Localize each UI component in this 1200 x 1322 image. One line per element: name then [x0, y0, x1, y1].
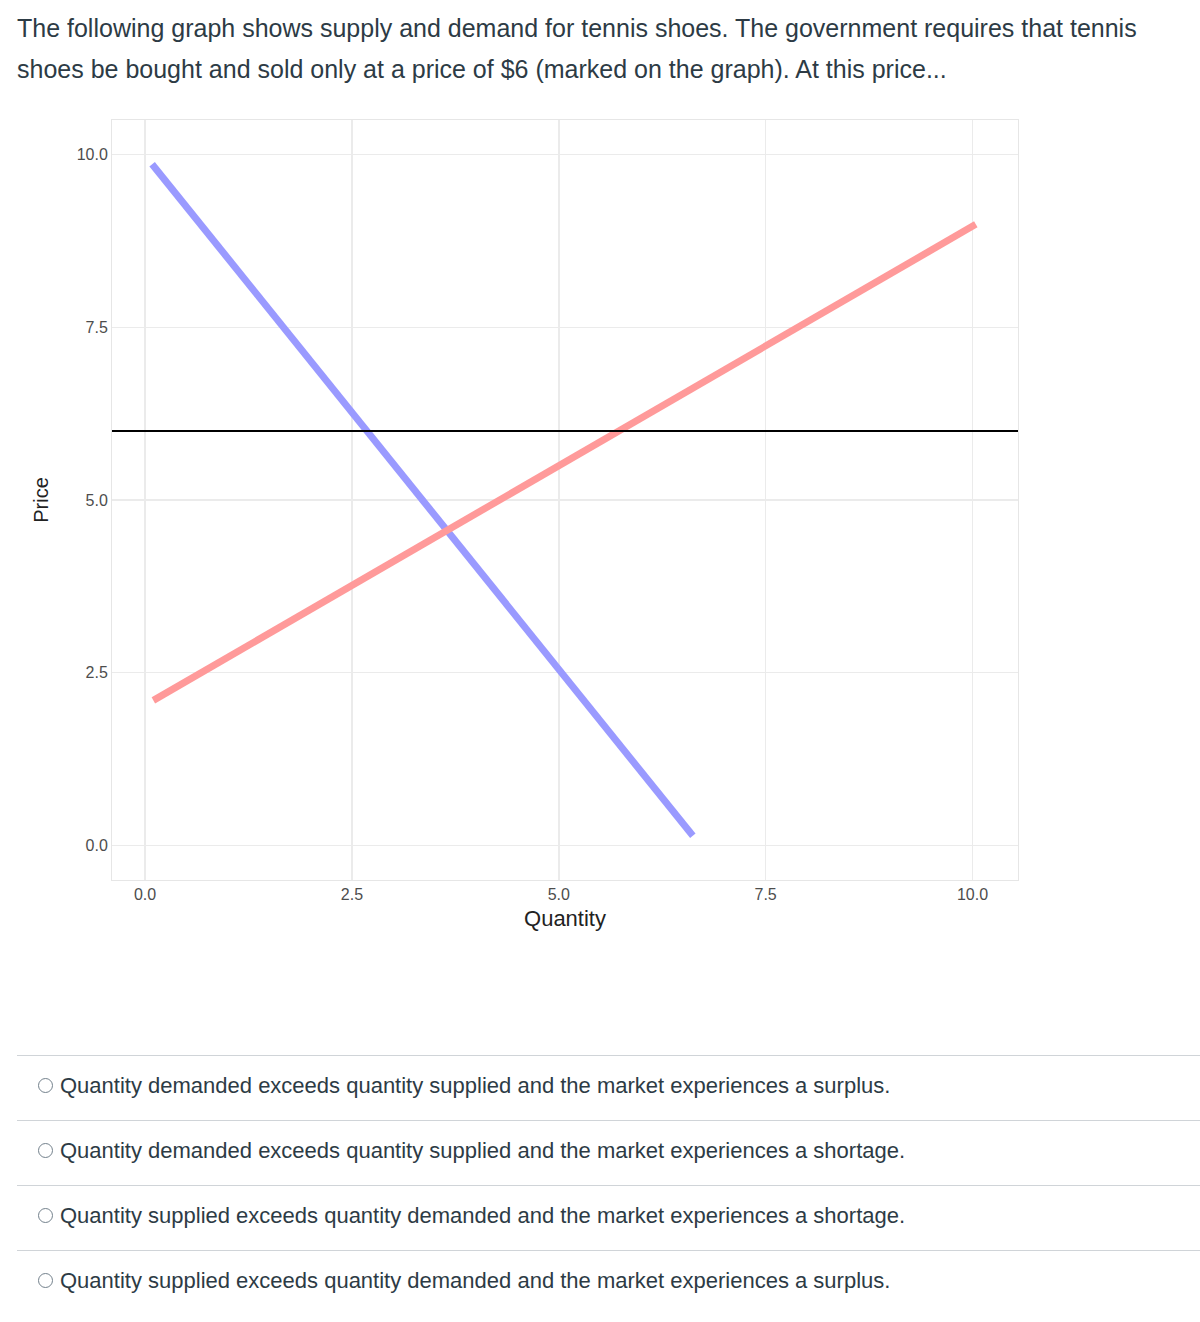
svg-text:10.0: 10.0 [77, 146, 108, 163]
html-text:Quantity supplied exceeds quan: Quantity supplied exceeds quantity deman… [60, 1203, 906, 1228]
svg-text:10.0: 10.0 [957, 886, 988, 903]
svg-text:7.5: 7.5 [755, 886, 777, 903]
svg-text:Price: Price [30, 477, 52, 523]
svg-text:2.5: 2.5 [341, 886, 363, 903]
html-text:Quantity demanded exceeds quan: Quantity demanded exceeds quantity suppl… [60, 1073, 891, 1098]
svg-text:Quantity: Quantity [524, 906, 606, 931]
html-text:Quantity demanded exceeds quan: Quantity demanded exceeds quantity suppl… [60, 1138, 906, 1163]
svg-text:5.0: 5.0 [86, 492, 108, 509]
svg-text:0.0: 0.0 [134, 886, 156, 903]
html-text:Quantity supplied exceeds quan: Quantity supplied exceeds quantity deman… [60, 1268, 891, 1293]
svg-text:5.0: 5.0 [548, 886, 570, 903]
html-text:The following graph shows supp: The following graph shows supply and dem… [17, 14, 1137, 83]
svg-text:2.5: 2.5 [86, 664, 108, 681]
svg-text:7.5: 7.5 [86, 319, 108, 336]
svg-text:0.0: 0.0 [86, 837, 108, 854]
